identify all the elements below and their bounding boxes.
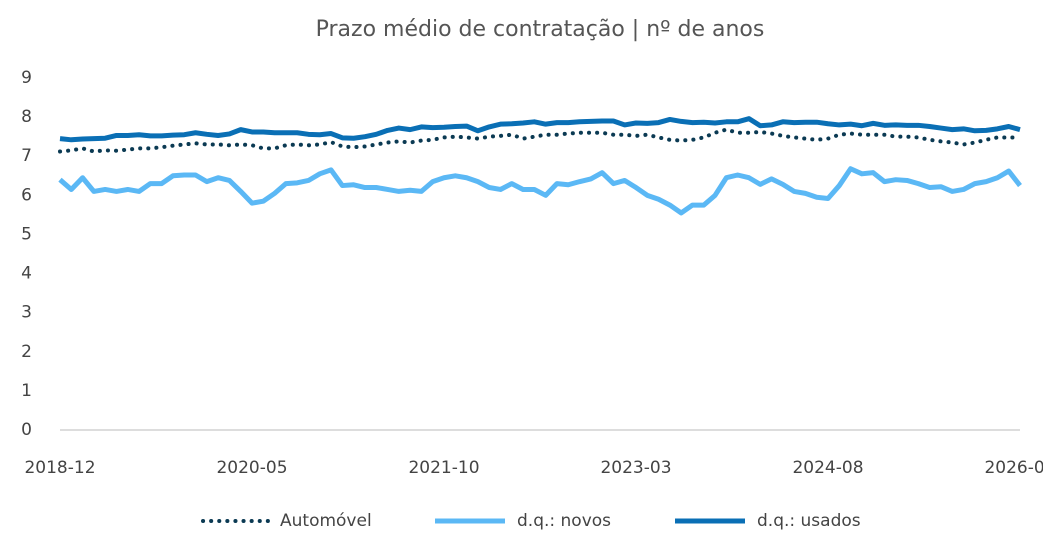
legend-label: Automóvel [280, 511, 372, 531]
x-tick-label: 2021-10 [408, 458, 479, 478]
y-tick-label: 1 [21, 381, 32, 401]
series-line [59, 116, 1021, 143]
series-line [58, 127, 1022, 154]
chart-title: Prazo médio de contratação | nº de anos [316, 17, 765, 42]
x-tick-label: 2024-08 [792, 458, 863, 478]
y-tick-label: 4 [21, 264, 32, 284]
x-tick-label: 2026-01 [984, 458, 1043, 478]
y-tick-label: 9 [21, 68, 32, 88]
y-tick-label: 7 [21, 146, 32, 166]
y-tick-label: 8 [21, 107, 32, 127]
y-tick-label: 2 [21, 342, 32, 362]
x-tick-label: 2023-03 [600, 458, 671, 478]
x-tick-label: 2020-05 [216, 458, 287, 478]
y-tick-label: 5 [21, 224, 32, 244]
y-tick-label: 0 [21, 420, 32, 440]
legend-label: d.q.: novos [517, 511, 611, 531]
y-tick-label: 6 [21, 185, 32, 205]
y-tick-label: 3 [21, 303, 32, 323]
legend-label: d.q.: usados [757, 511, 861, 531]
series-line [58, 166, 1022, 216]
x-tick-label: 2018-12 [24, 458, 95, 478]
